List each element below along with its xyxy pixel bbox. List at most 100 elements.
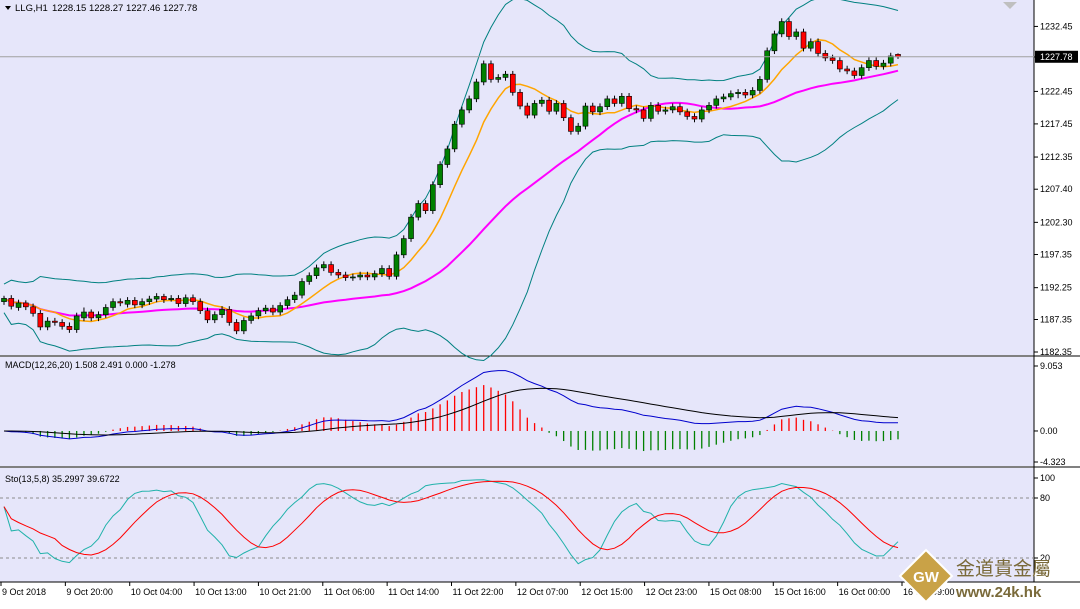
candle-body[interactable] xyxy=(400,238,407,256)
candle-body[interactable] xyxy=(422,203,429,211)
candle-body[interactable] xyxy=(233,322,240,332)
candle-body[interactable] xyxy=(357,274,363,278)
candle-body[interactable] xyxy=(306,275,313,282)
candle-body[interactable] xyxy=(539,99,545,104)
candle-body[interactable] xyxy=(626,95,632,109)
candle-body[interactable] xyxy=(37,313,44,328)
candle-body[interactable] xyxy=(168,298,174,300)
candle-body[interactable] xyxy=(161,296,167,300)
candle-body[interactable] xyxy=(807,41,814,49)
candle-body[interactable] xyxy=(23,302,29,308)
candle-body[interactable] xyxy=(800,31,807,49)
candle-body[interactable] xyxy=(270,307,276,313)
candle-body[interactable] xyxy=(633,108,640,111)
candle-body[interactable] xyxy=(175,298,182,304)
candle-body[interactable] xyxy=(8,298,15,307)
candle-body[interactable] xyxy=(204,310,211,321)
candle-body[interactable] xyxy=(299,281,305,296)
candle-body[interactable] xyxy=(81,311,87,319)
candle-body[interactable] xyxy=(124,300,131,305)
candle-body[interactable] xyxy=(393,254,400,277)
candle-body[interactable] xyxy=(742,92,749,96)
candle-body[interactable] xyxy=(568,117,574,132)
candle-body[interactable] xyxy=(640,109,647,119)
candle-body[interactable] xyxy=(837,60,843,70)
candle-body[interactable] xyxy=(880,62,887,67)
candle-body[interactable] xyxy=(415,203,422,218)
candle-body[interactable] xyxy=(677,106,683,113)
candle-body[interactable] xyxy=(437,164,443,185)
candle-body[interactable] xyxy=(88,311,95,319)
candle-body[interactable] xyxy=(757,79,763,91)
candle-body[interactable] xyxy=(793,31,800,37)
candle-body[interactable] xyxy=(459,109,465,125)
candle-body[interactable] xyxy=(589,105,596,113)
candle-body[interactable] xyxy=(786,21,792,37)
candle-body[interactable] xyxy=(44,320,51,328)
candle-body[interactable] xyxy=(110,301,116,308)
candle-body[interactable] xyxy=(379,268,385,274)
candle-body[interactable] xyxy=(728,93,734,98)
candle-body[interactable] xyxy=(350,276,356,279)
candle-body[interactable] xyxy=(182,297,189,304)
candle-body[interactable] xyxy=(887,55,894,64)
candle-body[interactable] xyxy=(546,99,552,112)
candle-body[interactable] xyxy=(313,267,320,276)
candles[interactable] xyxy=(1,18,901,335)
candle-body[interactable] xyxy=(611,98,618,104)
candle-body[interactable] xyxy=(321,264,327,269)
candle-body[interactable] xyxy=(117,301,124,304)
candle-body[interactable] xyxy=(335,272,342,276)
candle-body[interactable] xyxy=(255,310,262,317)
candle-body[interactable] xyxy=(95,314,102,319)
candle-body[interactable] xyxy=(226,309,233,323)
candle-body[interactable] xyxy=(735,92,741,94)
candle-body[interactable] xyxy=(619,95,625,104)
candle-body[interactable] xyxy=(342,274,349,278)
candle-body[interactable] xyxy=(669,106,676,111)
candle-body[interactable] xyxy=(858,67,865,76)
candle-body[interactable] xyxy=(495,77,502,80)
candle-body[interactable] xyxy=(851,70,858,76)
candle-body[interactable] xyxy=(364,274,371,278)
candle-body[interactable] xyxy=(66,326,73,330)
candle-body[interactable] xyxy=(241,320,247,332)
candle-body[interactable] xyxy=(706,105,712,111)
candle-body[interactable] xyxy=(73,315,80,330)
scroll-marker-icon[interactable] xyxy=(1003,2,1017,9)
candle-body[interactable] xyxy=(684,111,691,117)
candle-body[interactable] xyxy=(560,103,567,119)
candle-body[interactable] xyxy=(509,73,516,93)
candle-body[interactable] xyxy=(219,309,225,315)
candle-body[interactable] xyxy=(691,116,698,120)
candle-body[interactable] xyxy=(844,68,850,72)
candle-body[interactable] xyxy=(829,57,836,61)
candle-body[interactable] xyxy=(328,264,334,273)
candle-body[interactable] xyxy=(139,301,145,306)
candle-body[interactable] xyxy=(30,306,36,314)
candle-body[interactable] xyxy=(771,33,778,52)
candle-body[interactable] xyxy=(371,273,378,278)
candle-body[interactable] xyxy=(873,60,879,67)
candle-body[interactable] xyxy=(553,103,560,112)
candle-body[interactable] xyxy=(52,320,58,323)
candle-body[interactable] xyxy=(531,103,538,116)
candle-body[interactable] xyxy=(778,21,785,35)
candle-body[interactable] xyxy=(764,50,770,80)
candle-body[interactable] xyxy=(502,73,509,78)
candle-body[interactable] xyxy=(822,53,829,59)
candle-body[interactable] xyxy=(386,268,393,277)
candle-body[interactable] xyxy=(662,109,669,112)
candle-body[interactable] xyxy=(284,299,291,306)
candle-body[interactable] xyxy=(153,296,160,300)
candle-body[interactable] xyxy=(517,92,523,107)
candle-body[interactable] xyxy=(473,81,480,100)
candle-body[interactable] xyxy=(575,125,581,132)
candle-body[interactable] xyxy=(291,294,298,300)
candle-body[interactable] xyxy=(720,96,727,100)
candle-body[interactable] xyxy=(698,109,705,120)
candle-body[interactable] xyxy=(102,307,109,315)
candle-body[interactable] xyxy=(488,63,494,80)
